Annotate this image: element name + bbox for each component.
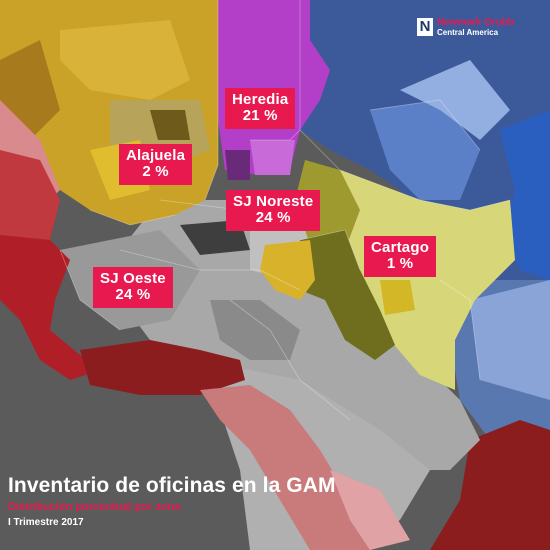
region-alajuela-dark — [150, 110, 190, 140]
region-sj-noreste-gold-2 — [380, 280, 415, 315]
label-heredia-name: Heredia — [232, 91, 289, 108]
region-heredia-light — [250, 140, 295, 175]
label-sj-noreste: SJ Noreste 24 % — [226, 190, 321, 232]
label-alajuela-name: Alajuela — [126, 147, 186, 164]
region-center-gray — [120, 200, 480, 470]
label-cartago-share: 1 % — [386, 255, 414, 273]
label-sj-oeste: SJ Oeste 24 % — [93, 267, 173, 309]
region-sj-oeste — [0, 235, 100, 380]
region-southeast — [430, 420, 550, 550]
region-heredia-dark — [225, 150, 250, 180]
logo-brand: Newmark Grubb — [437, 17, 515, 28]
label-alajuela: Alajuela 2 % — [119, 144, 193, 186]
region-east-pale — [400, 60, 510, 140]
region-coast-pale — [330, 470, 410, 550]
map-subtitle: Distribución porcentual por zona — [8, 501, 181, 513]
region-east-pale-2 — [470, 280, 550, 400]
label-sj-oeste-share: 24 % — [115, 286, 151, 304]
logo-subtitle: Central America — [437, 28, 499, 37]
label-heredia: Heredia 21 % — [225, 88, 296, 130]
label-sj-noreste-share: 24 % — [255, 209, 291, 227]
region-east-light — [370, 100, 480, 200]
label-sj-noreste-name: SJ Noreste — [233, 193, 314, 210]
region-west-red — [0, 150, 60, 250]
map-title: Inventario de oficinas en la GAM — [8, 474, 336, 497]
label-cartago-name: Cartago — [371, 239, 430, 256]
region-coast-salmon — [200, 385, 370, 550]
logo-mark-icon: N — [417, 18, 433, 36]
region-sj-noreste-gold — [260, 240, 315, 300]
region-sj-noreste — [300, 230, 395, 360]
label-cartago: Cartago 1 % — [364, 236, 437, 278]
label-alajuela-share: 2 % — [142, 163, 169, 181]
region-heredia — [218, 0, 330, 175]
label-heredia-share: 21 % — [242, 107, 278, 125]
region-center-gray-dark — [210, 300, 300, 360]
logo-text: Newmark Grubb Central America — [437, 17, 514, 38]
map-period: I Trimestre 2017 — [8, 517, 84, 528]
region-alajuela-light — [60, 20, 190, 100]
label-sj-oeste-name: SJ Oeste — [100, 270, 166, 287]
region-sj-oeste-dark — [80, 340, 245, 395]
region-cartago — [335, 170, 515, 390]
